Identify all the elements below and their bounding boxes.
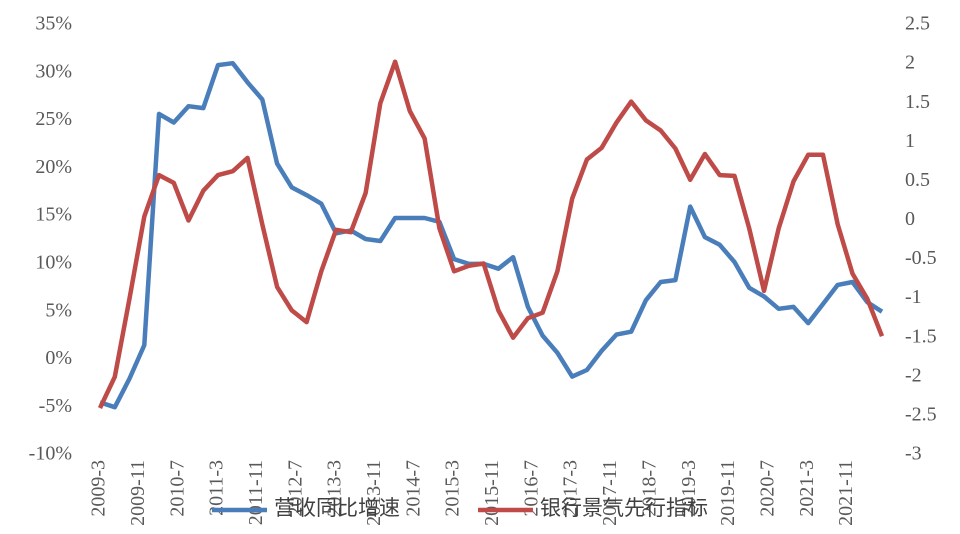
y-tick-label: 25% bbox=[35, 108, 72, 130]
x-tick-label: 2011-11 bbox=[245, 460, 267, 525]
x-tick-label: 2021-3 bbox=[796, 460, 818, 517]
y-tick-label: 0% bbox=[45, 347, 72, 369]
y-tick-label: 20% bbox=[35, 156, 72, 178]
y2-tick-label: 2.5 bbox=[905, 13, 930, 35]
y2-tick-label: 1 bbox=[905, 130, 915, 152]
x-tick-label: 2012-7 bbox=[284, 460, 306, 517]
y-tick-label: 35% bbox=[35, 13, 72, 35]
y-tick-label: 10% bbox=[35, 251, 72, 273]
y2-tick-label: 0.5 bbox=[905, 169, 930, 191]
y2-tick-label: -3 bbox=[905, 443, 922, 465]
x-tick-label: 2009-11 bbox=[127, 460, 149, 526]
x-tick-label: 2021-11 bbox=[835, 460, 857, 526]
x-tick-label: 2013-11 bbox=[363, 460, 385, 526]
series-line bbox=[99, 60, 884, 410]
x-tick-label: 2015-11 bbox=[481, 460, 503, 526]
x-tick-label: 2016-7 bbox=[520, 460, 542, 517]
y2-tick-label: -0.5 bbox=[905, 247, 937, 269]
series-line bbox=[97, 59, 885, 410]
x-tick-label: 2015-3 bbox=[442, 460, 464, 517]
x-tick-label: 2017-11 bbox=[599, 460, 621, 526]
y2-tick-label: 0 bbox=[905, 208, 915, 230]
x-tick-label: 2011-3 bbox=[206, 460, 228, 516]
legend-label: 银行景气先行指标 bbox=[540, 496, 708, 520]
y2-tick-label: -1 bbox=[905, 286, 922, 308]
legend-item: 银行景气先行指标 bbox=[478, 496, 708, 520]
y2-tick-label: -2 bbox=[905, 364, 922, 386]
y-tick-label: 30% bbox=[35, 60, 72, 82]
legend-item: 营收同比增速 bbox=[212, 496, 400, 520]
x-tick-label: 2019-11 bbox=[717, 460, 739, 526]
y2-tick-label: 1.5 bbox=[905, 91, 930, 113]
x-tick-label: 2018-7 bbox=[638, 460, 660, 517]
x-tick-label: 2017-3 bbox=[560, 460, 582, 517]
y-tick-label: 15% bbox=[35, 204, 72, 226]
y2-tick-label: -1.5 bbox=[905, 325, 937, 347]
x-tick-label: 2010-7 bbox=[166, 460, 188, 517]
x-tick-label: 2020-7 bbox=[756, 460, 778, 517]
y2-tick-label: -2.5 bbox=[905, 404, 937, 426]
legend-label: 营收同比增速 bbox=[274, 496, 400, 520]
y-tick-label: 5% bbox=[45, 299, 72, 321]
x-tick-label: 2019-3 bbox=[678, 460, 700, 517]
y2-tick-label: 2 bbox=[905, 52, 915, 74]
y-tick-label: -5% bbox=[39, 395, 72, 417]
x-tick-label: 2009-3 bbox=[88, 460, 110, 517]
x-tick-label: 2013-3 bbox=[324, 460, 346, 517]
y-tick-label: -10% bbox=[29, 443, 72, 465]
x-tick-label: 2014-7 bbox=[402, 460, 424, 517]
